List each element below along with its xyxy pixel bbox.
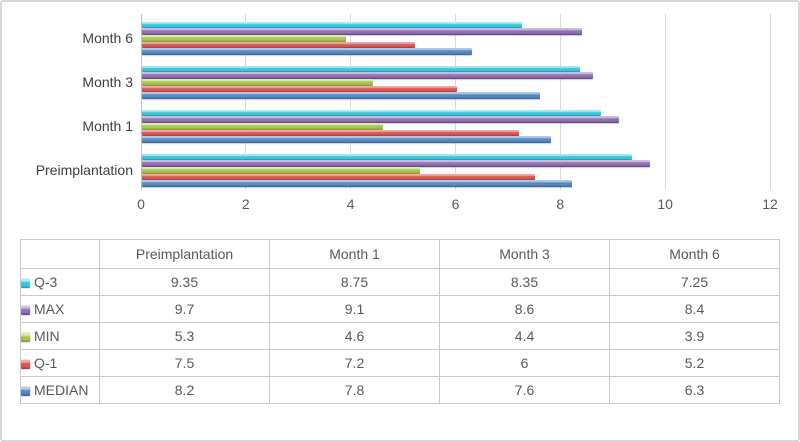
bar-max-preimplantation: [142, 160, 651, 167]
x-tick-label: 12: [762, 196, 778, 212]
bar-chart: Month 6 Month 3 Month 1 Preimplantation 0 2 4…: [2, 2, 798, 227]
table-value-cell: 8.2: [99, 376, 270, 404]
gridline: [664, 14, 666, 190]
table-value-cell: 9.1: [269, 295, 440, 323]
gridline: [245, 14, 247, 190]
value-axis-line: [140, 14, 142, 190]
bar-min-month-1: [142, 122, 384, 130]
bar-q-1-month-3: [142, 85, 457, 93]
series-label: Q-3: [34, 274, 58, 290]
legend-key-icon: [21, 279, 30, 288]
table-row-median: MEDIAN 8.2 7.8 7.6 6.3: [20, 376, 780, 404]
table-value-cell: 7.5: [99, 349, 270, 377]
bar-median-preimplantation: [142, 180, 572, 187]
table-value-cell: 7.25: [609, 268, 780, 296]
table-column-header-month-6: Month 6: [609, 239, 780, 269]
x-tick-label: 4: [346, 196, 355, 212]
x-tick-label: 2: [241, 196, 250, 212]
bar-q-3-preimplantation: [142, 153, 633, 161]
table-value-cell: 7.2: [269, 349, 440, 377]
legend-key-icon: [21, 306, 30, 315]
category-label: Month 6: [82, 30, 133, 47]
legend-key-icon: [21, 333, 30, 342]
table-value-cell: 7.6: [439, 376, 610, 404]
table-column-header-month-3: Month 3: [439, 239, 610, 269]
bar-min-preimplantation: [142, 166, 420, 174]
table-row-min: MIN 5.3 4.6 4.4 3.9: [20, 322, 780, 350]
bar-min-month-6: [142, 34, 347, 42]
bar-median-month-1: [142, 136, 551, 143]
legend-cell-q-3: Q-3: [20, 268, 100, 296]
bar-q-3-month-3: [142, 65, 580, 73]
x-tick-label: 10: [657, 196, 673, 212]
x-tick-label: 6: [451, 196, 460, 212]
table-value-cell: 7.8: [269, 376, 440, 404]
table-column-header-preimplantation: Preimplantation: [99, 239, 270, 269]
table-value-cell: 5.3: [99, 322, 270, 350]
series-label: MEDIAN: [34, 382, 89, 398]
bar-q-1-month-1: [142, 129, 520, 137]
table-row-q-1: Q-1 7.5 7.2 6 5.2: [20, 349, 780, 377]
legend-cell-max: MAX: [20, 295, 100, 323]
bar-min-month-3: [142, 78, 373, 86]
table-value-cell: 9.35: [99, 268, 270, 296]
category-label: Preimplantation: [35, 162, 133, 179]
legend-cell-q-1: Q-1: [20, 349, 100, 377]
bar-q-3-month-1: [142, 109, 601, 117]
table-value-cell: 8.6: [439, 295, 610, 323]
legend-key-icon: [21, 387, 30, 396]
bar-max-month-1: [142, 116, 619, 123]
gridline: [350, 14, 352, 190]
table-value-cell: 4.4: [439, 322, 610, 350]
table-value-cell: 6: [439, 349, 610, 377]
legend-cell-median: MEDIAN: [20, 376, 100, 404]
table-header-row: Preimplantation Month 1 Month 3 Month 6: [20, 239, 780, 269]
table-row-q-3: Q-3 9.35 8.75 8.35 7.25: [20, 268, 780, 296]
table-value-cell: 3.9: [609, 322, 780, 350]
bar-q-3-month-6: [142, 21, 523, 29]
table-value-cell: 5.2: [609, 349, 780, 377]
bar-q-1-preimplantation: [142, 173, 536, 181]
category-label: Month 1: [82, 118, 133, 135]
table-value-cell: 4.6: [269, 322, 440, 350]
data-table: Preimplantation Month 1 Month 3 Month 6 Q-3 9…: [20, 239, 780, 404]
gridline: [559, 14, 561, 190]
category-label: Month 3: [82, 74, 133, 91]
bar-max-month-6: [142, 28, 583, 35]
bar-q-1-month-6: [142, 41, 415, 49]
table-row-max: MAX 9.7 9.1 8.6 8.4: [20, 295, 780, 323]
bar-median-month-3: [142, 92, 541, 99]
x-tick-label: 0: [137, 196, 145, 212]
gridline: [769, 14, 771, 190]
x-tick-label: 8: [556, 196, 565, 212]
table-value-cell: 9.7: [99, 295, 270, 323]
table-corner-cell: [20, 239, 100, 269]
bar-median-month-6: [142, 48, 473, 55]
legend-cell-min: MIN: [20, 322, 100, 350]
series-label: Q-1: [34, 355, 58, 371]
bar-max-month-3: [142, 72, 593, 79]
gridline: [455, 14, 456, 190]
table-column-header-month-1: Month 1: [269, 239, 440, 269]
table-value-cell: 6.3: [609, 376, 780, 404]
series-label: MAX: [34, 301, 65, 317]
table-value-cell: 8.35: [439, 268, 610, 296]
series-label: MIN: [34, 328, 60, 344]
legend-key-icon: [21, 360, 30, 369]
table-value-cell: 8.75: [269, 268, 440, 296]
table-value-cell: 8.4: [609, 295, 780, 323]
